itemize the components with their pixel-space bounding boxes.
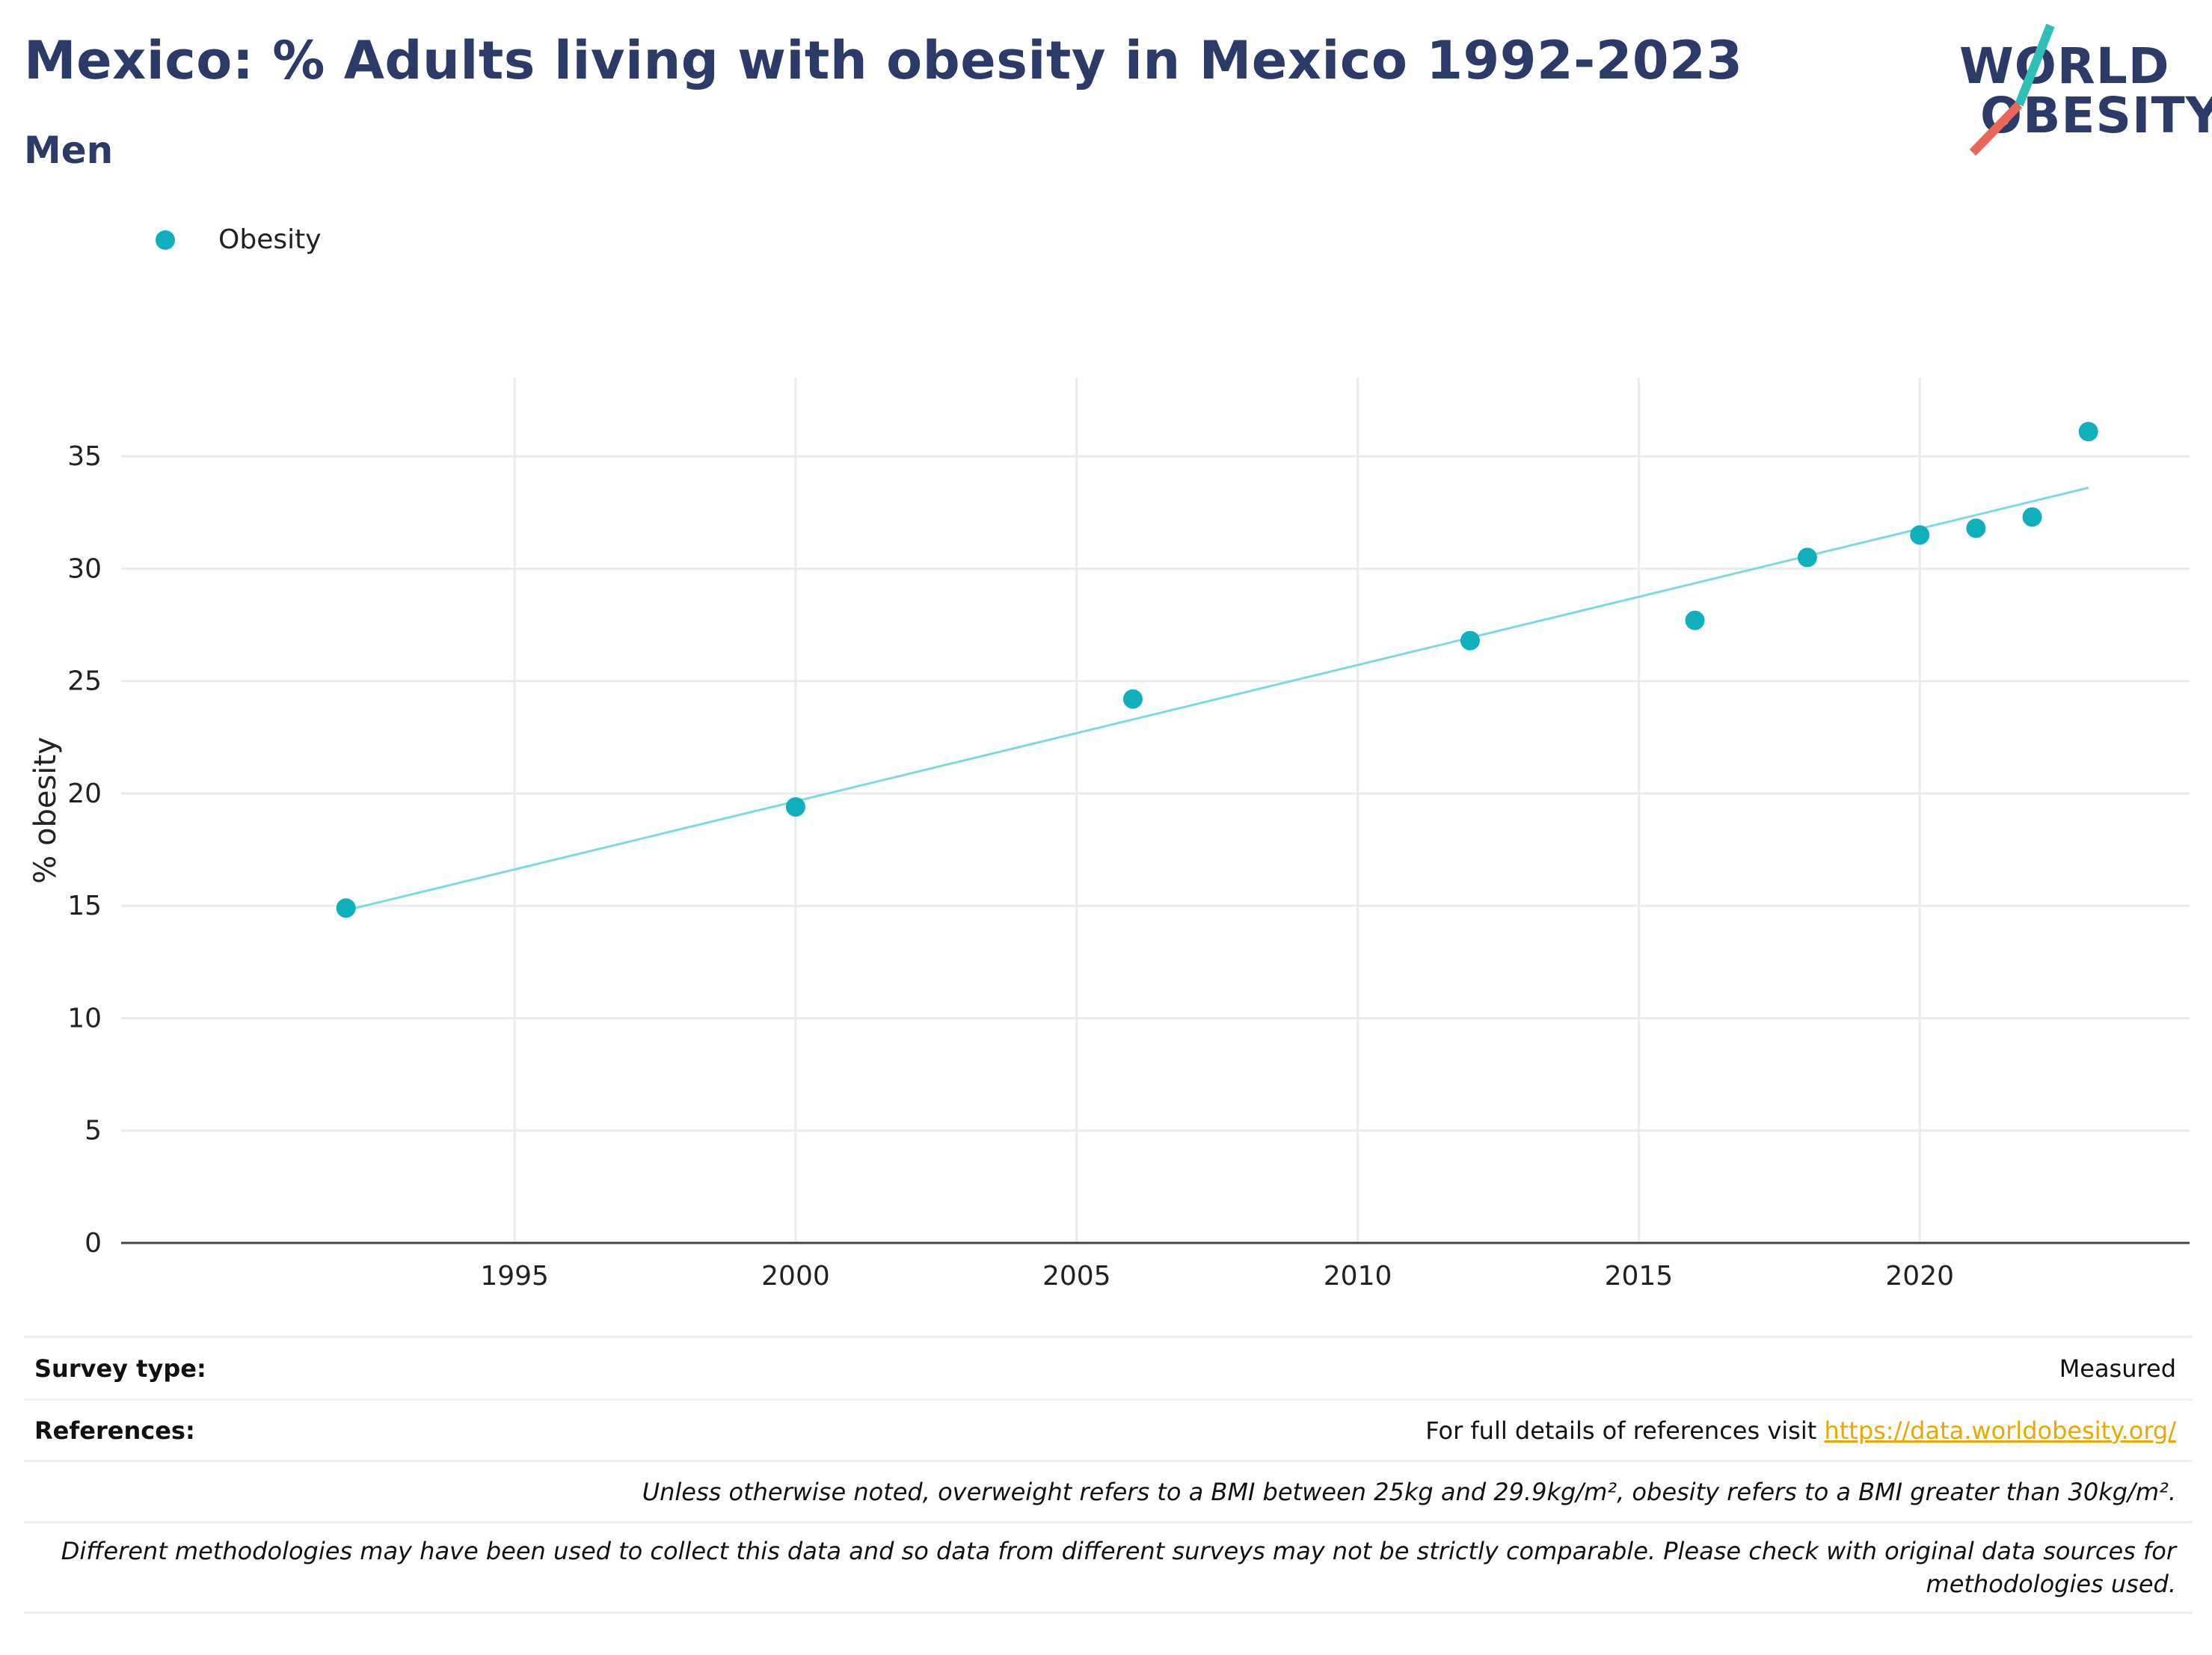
legend-label-obesity: Obesity	[218, 224, 322, 255]
x-tick-label: 2010	[1324, 1261, 1392, 1292]
x-tick-label: 2015	[1605, 1261, 1674, 1292]
y-tick-label: 5	[85, 1116, 102, 1146]
y-tick-label: 10	[67, 1003, 102, 1034]
scatter-chart: 1995 2000 2005 2010 2015 2020 0 5 10 15 20 25 30 35 % …	[28, 378, 2190, 1292]
x-tick-label: 2005	[1042, 1261, 1111, 1292]
data-point	[2078, 422, 2098, 442]
survey-type-value: Measured	[2059, 1354, 2176, 1383]
logo-slash-icon	[1969, 23, 2055, 156]
y-tick-label: 25	[67, 666, 102, 697]
x-tick-label: 2020	[1885, 1261, 1954, 1292]
y-tick-label: 0	[85, 1228, 102, 1259]
references-label: References:	[34, 1416, 195, 1445]
data-point	[1966, 518, 1986, 538]
trend-line	[345, 486, 2089, 912]
data-point	[2022, 507, 2042, 527]
methodology-note-line2: methodologies used.	[1926, 1570, 2176, 1598]
world-obesity-logo: WORLD OBESITY	[1944, 21, 2212, 163]
data-point	[785, 796, 805, 817]
references-text: For full details of references visit	[1425, 1416, 1825, 1445]
data-point	[1910, 525, 1930, 545]
references-value: For full details of references visit htt…	[1425, 1416, 2176, 1445]
footer-row-note-bmi: Unless otherwise noted, overweight refer…	[24, 1460, 2193, 1521]
methodology-note: Different methodologies may have been us…	[34, 1535, 2176, 1600]
x-tick-label: 2000	[761, 1261, 830, 1292]
data-point	[336, 898, 356, 918]
methodology-note-line1: Different methodologies may have been us…	[61, 1537, 2176, 1565]
footer-row-references: References: For full details of referenc…	[24, 1398, 2193, 1460]
y-axis-title: % obesity	[28, 737, 63, 884]
y-tick-label: 35	[67, 441, 102, 472]
legend-marker-obesity	[156, 230, 175, 250]
survey-type-label: Survey type:	[34, 1354, 206, 1383]
y-tick-label: 15	[67, 891, 102, 921]
data-point	[1797, 547, 1817, 568]
chart-subtitle: Men	[24, 129, 114, 172]
references-link[interactable]: https://data.worldobesity.org/	[1824, 1416, 2176, 1445]
chart-footer: Survey type: Measured References: For fu…	[24, 1336, 2193, 1614]
data-point	[1685, 610, 1705, 630]
chart-title: Mexico: % Adults living with obesity in …	[24, 30, 1743, 91]
data-point	[1122, 689, 1143, 709]
y-tick-label: 30	[67, 553, 102, 584]
footer-row-note-methodology: Different methodologies may have been us…	[24, 1521, 2193, 1614]
y-tick-label: 20	[67, 779, 102, 809]
bmi-definition-note: Unless otherwise noted, overweight refer…	[642, 1477, 2176, 1506]
data-point	[1460, 630, 1480, 651]
footer-row-survey: Survey type: Measured	[24, 1336, 2193, 1398]
logo-line-world: WORLD	[1959, 37, 2170, 95]
x-tick-label: 1995	[480, 1261, 549, 1292]
chart-legend[interactable]: Obesity	[156, 224, 322, 255]
